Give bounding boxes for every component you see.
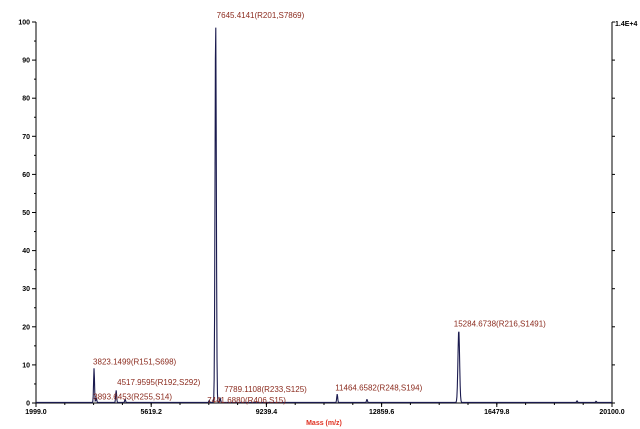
peak-label: 15284.6738(R216,S1491) xyxy=(454,320,546,329)
y-tick-label: 60 xyxy=(22,172,30,179)
y-tick-label: 10 xyxy=(22,362,30,369)
peak-label: 11464.6582(R248,S194) xyxy=(335,384,422,393)
y-tick-label: 90 xyxy=(22,58,30,65)
x-tick-label: 1999.0 xyxy=(25,409,47,416)
y-tick-label: 100 xyxy=(18,20,30,27)
spectrum-line xyxy=(36,27,612,403)
series xyxy=(36,27,612,403)
x-tick-label: 12859.6 xyxy=(369,409,394,416)
y-tick-label: 20 xyxy=(22,324,30,331)
y-tick-label: 30 xyxy=(22,286,30,293)
peak-label: 3893.6453(R255,S14) xyxy=(93,392,172,401)
x-axis-title: Mass (m/z) xyxy=(306,420,342,427)
axes xyxy=(35,22,613,404)
peak-label: 7789.1108(R233,S125) xyxy=(224,385,307,394)
x-tick-label: 20100.0 xyxy=(599,409,624,416)
x-tick-label: 9239.4 xyxy=(256,409,278,416)
y-tick-label: 40 xyxy=(22,248,30,255)
x-tick-label: 16479.8 xyxy=(484,409,509,416)
x-tick-label: 5619.2 xyxy=(140,409,162,416)
y-tick-label: 50 xyxy=(22,210,30,217)
ticks: 0 10 20 30 40 50 60 70 80 90 100 1999.0 5619.2 9239.4… xyxy=(18,20,624,417)
peak-label: 7441.6880(R406,S15) xyxy=(207,396,286,405)
y-tick-label: 0 xyxy=(26,401,30,408)
peak-label: 4517.9595(R192,S292) xyxy=(117,378,201,387)
peak-labels: 7645.4141(R201,S7869) 3823.1499(R151,S698… xyxy=(93,11,546,405)
right-axis-label: 1.4E+4 xyxy=(615,21,637,28)
y-tick-label: 70 xyxy=(22,134,30,141)
peak-label: 7645.4141(R201,S7869) xyxy=(217,11,305,20)
y-tick-label: 80 xyxy=(22,96,30,103)
peak-label: 3823.1499(R151,S698) xyxy=(93,358,177,367)
